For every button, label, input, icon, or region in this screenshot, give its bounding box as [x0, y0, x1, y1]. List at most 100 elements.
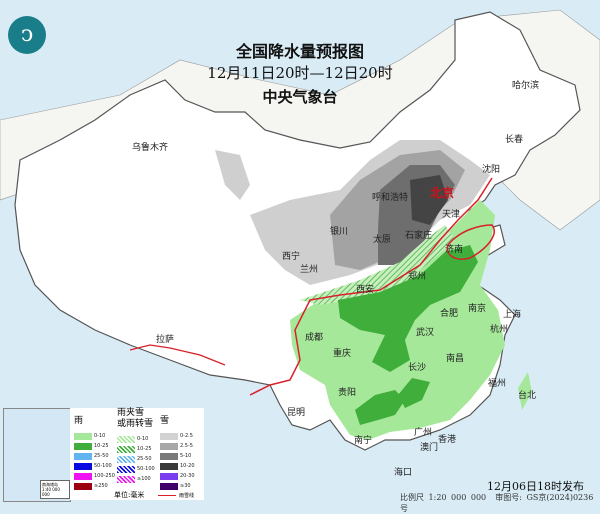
legend-label: 50-100	[137, 466, 155, 472]
legend-item: 0-10	[74, 431, 115, 441]
legend-swatch	[117, 445, 135, 453]
legend-item: 50-100	[117, 464, 155, 474]
legend-label: 25-50	[94, 453, 109, 459]
rain-10-25-area	[338, 245, 478, 372]
line-swatch	[158, 495, 176, 496]
legend-unit: 单位:毫米	[114, 491, 145, 499]
city-label: 澳门	[420, 443, 439, 453]
city-label: 长沙	[408, 363, 427, 373]
legend-item: 10-25	[117, 444, 155, 454]
legend-item: 20-30	[160, 471, 195, 481]
footer-scale: 比例尺 1:20 000 000 审图号: GS京(2024)0236号	[400, 492, 600, 514]
legend-mixed-header-2: 或雨转雪	[117, 419, 154, 429]
city-label: 天津	[442, 210, 461, 220]
issue-time: 12月06日18时发布	[487, 480, 584, 493]
legend-swatch	[74, 482, 92, 490]
legend-label: 2.5-5	[180, 443, 193, 449]
legend-label: ≥250	[94, 483, 108, 489]
legend: 雨 0-10 10-25 25-50 50-100 100-250 ≥250 雨夹雪 或雨…	[70, 408, 204, 500]
city-label: 银川	[330, 227, 349, 237]
legend-line-label: 雨雪线	[179, 493, 195, 499]
legend-rain-header: 雨	[74, 416, 84, 426]
city-label: 昆明	[287, 408, 306, 418]
legend-label: 0-2.5	[180, 433, 193, 439]
city-label: 北京	[430, 186, 455, 200]
legend-item: 10-20	[160, 461, 195, 471]
city-label: 福州	[488, 379, 507, 389]
city-label: 西宁	[282, 252, 301, 262]
legend-swatch	[74, 432, 92, 440]
snow-0-2.5-area-north	[215, 150, 250, 200]
legend-label: 100-250	[94, 473, 115, 479]
legend-label: 5-10	[180, 453, 192, 459]
snow-10-20-area	[410, 175, 448, 225]
city-label: 上海	[503, 310, 522, 320]
city-label: 香港	[438, 435, 457, 445]
city-label: 石家庄	[405, 231, 433, 241]
legend-item: 50-100	[74, 461, 115, 471]
legend-snow: 雪 0-2.5 2.5-5 5-10 10-20 20-30 ≥30	[160, 416, 195, 491]
legend-swatch	[160, 462, 178, 470]
city-label: 贵阳	[338, 388, 357, 398]
legend-swatch	[160, 472, 178, 480]
legend-swatch	[117, 475, 135, 483]
legend-item: ≥100	[117, 474, 155, 484]
legend-item: 0-10	[117, 434, 155, 444]
city-label: 乌鲁木齐	[132, 143, 169, 153]
city-label: 济南	[445, 245, 464, 255]
city-label: 重庆	[333, 349, 352, 359]
city-label: 哈尔滨	[512, 81, 540, 91]
city-label: 合肥	[440, 309, 459, 319]
legend-label: 25-50	[137, 456, 152, 462]
legend-label: ≥100	[137, 476, 151, 482]
city-label: 长春	[505, 135, 524, 145]
city-label: 台北	[518, 391, 537, 401]
legend-swatch	[74, 442, 92, 450]
legend-item: 100-250	[74, 471, 115, 481]
map-scale: 比例尺 1:20 000 000	[400, 493, 487, 502]
inset-scale-value: 1:40 000 000	[42, 487, 60, 497]
rain-10-25-area-south	[355, 378, 430, 425]
legend-label: 50-100	[94, 463, 112, 469]
rain-snow-line	[249, 177, 493, 396]
city-label: 武汉	[416, 328, 435, 338]
rain-0-10-area-taiwan	[518, 372, 532, 410]
legend-item: ≥30	[160, 481, 195, 491]
agency-name: 中央气象台	[262, 88, 338, 106]
legend-label: 0-10	[94, 433, 106, 439]
legend-swatch	[160, 432, 178, 440]
city-label: 兰州	[300, 265, 319, 275]
legend-item: 0-2.5	[160, 431, 195, 441]
mixed-0-10-area	[300, 225, 455, 305]
legend-item: ≥250	[74, 481, 115, 491]
legend-swatch	[74, 452, 92, 460]
inset-title: 南海诸岛	[42, 482, 58, 487]
legend-item: 5-10	[160, 451, 195, 461]
city-label: 沈阳	[482, 165, 501, 175]
legend-rain: 雨 0-10 10-25 25-50 50-100 100-250 ≥250	[74, 416, 115, 491]
legend-swatch	[117, 435, 135, 443]
legend-swatch	[160, 452, 178, 460]
legend-mixed-header-1: 雨夹雪	[117, 408, 145, 418]
legend-item: 25-50	[74, 451, 115, 461]
legend-swatch	[160, 442, 178, 450]
legend-label: 0-10	[137, 436, 149, 442]
map-title: 全国降水量预报图	[235, 42, 364, 61]
city-label: 杭州	[490, 325, 509, 335]
legend-line: 雨雪线	[158, 492, 194, 499]
city-label: 海口	[394, 468, 413, 478]
legend-swatch	[74, 472, 92, 480]
city-label: 广州	[414, 428, 433, 438]
city-label: 郑州	[408, 272, 427, 282]
inset-scale: 南海诸岛 1:40 000 000	[40, 480, 70, 499]
legend-label: 10-25	[137, 446, 152, 452]
legend-swatch	[160, 482, 178, 490]
city-label: 西安	[356, 285, 375, 295]
legend-mixed: 雨夹雪 或雨转雪 0-10 10-25 25-50 50-100 ≥100	[117, 408, 155, 484]
city-label: 呼和浩特	[372, 193, 409, 203]
legend-snow-header: 雪	[160, 416, 170, 426]
city-label: 成都	[305, 333, 324, 343]
city-label: 南昌	[446, 354, 465, 364]
legend-item: 25-50	[117, 454, 155, 464]
